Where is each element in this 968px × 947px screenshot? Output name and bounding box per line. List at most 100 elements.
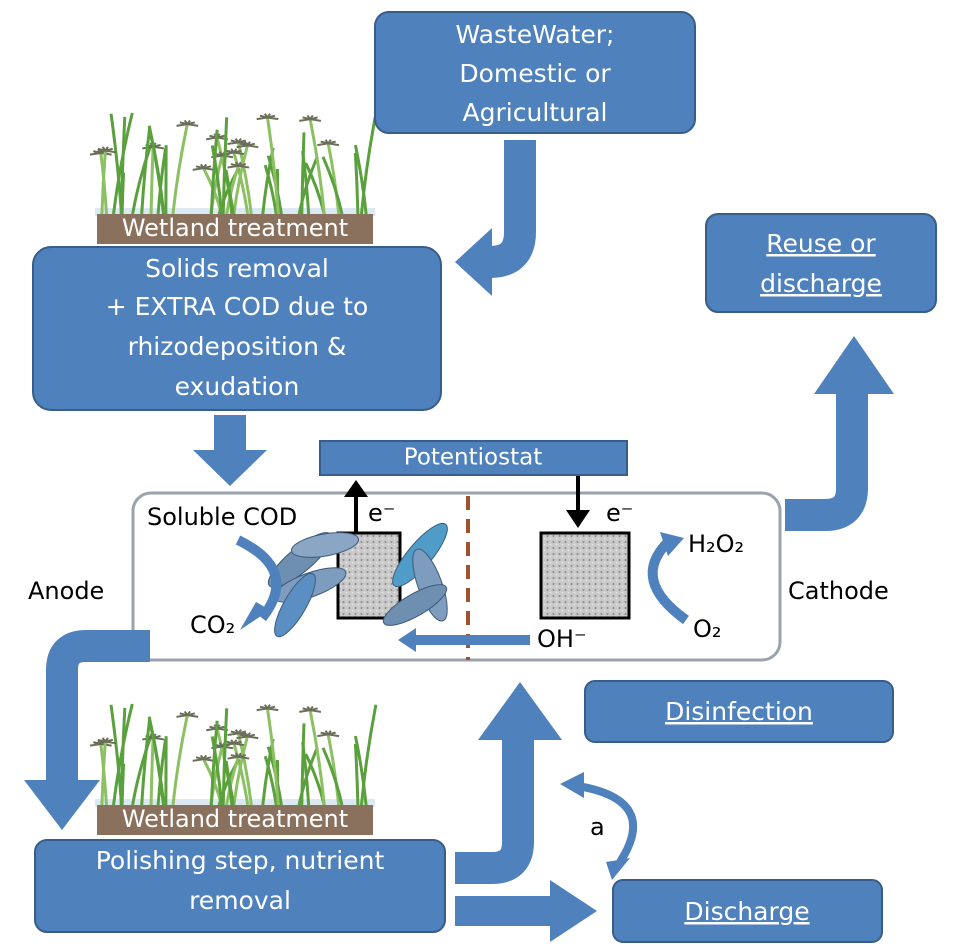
soil: [97, 214, 373, 244]
plant-part: [359, 113, 378, 215]
reuse-text[interactable]: Reuse or: [766, 229, 876, 258]
plant-part: [187, 123, 199, 127]
plant-part: [265, 708, 280, 806]
plant-part: [232, 152, 250, 215]
plant-part: [209, 129, 219, 215]
plant-part: [140, 718, 152, 806]
bacteria: [267, 522, 448, 638]
plant-part: [353, 144, 368, 215]
h2o2: H₂O₂: [688, 530, 744, 558]
arrowhead: [455, 228, 492, 296]
plant-part: [224, 169, 234, 215]
plant-part: [328, 142, 340, 147]
plant-part: [149, 146, 155, 215]
arrow: [214, 415, 246, 453]
arrow: [785, 392, 868, 531]
wetland-label: Wetland treatment: [122, 805, 348, 833]
plant-part: [297, 156, 319, 215]
solids-text: Solids removal: [145, 254, 329, 283]
plant-part: [265, 117, 280, 215]
wetland-label: Wetland treatment: [122, 214, 348, 242]
plant-part: [233, 151, 245, 156]
source-text: Agricultural: [463, 98, 608, 127]
plant-part: [131, 144, 153, 215]
arrowhead: [606, 858, 630, 880]
reuse-box: [705, 213, 937, 313]
arrowhead: [814, 336, 894, 394]
plant-part: [109, 113, 123, 215]
arrowhead: [24, 780, 100, 830]
plant-part: [105, 740, 117, 745]
source-text: WasteWater;: [456, 20, 615, 49]
plant-part: [140, 127, 152, 215]
option-label: a: [590, 813, 605, 841]
plant-part: [149, 737, 155, 806]
plant-part: [232, 743, 250, 806]
plant-part: [263, 755, 278, 806]
electron-label: e⁻: [606, 499, 633, 527]
plant-part: [187, 714, 199, 718]
plant-part: [156, 739, 168, 806]
reuse-text[interactable]: discharge: [760, 269, 882, 298]
potentiostat-label: Potentiostat: [404, 445, 542, 471]
source-text: Domestic or: [459, 59, 611, 88]
plant-part: [308, 709, 326, 806]
plants: [89, 703, 378, 807]
soluble-cod: Soluble COD: [147, 503, 297, 531]
discharge-label[interactable]: Discharge: [684, 897, 809, 926]
plant-part: [326, 143, 341, 215]
plant-part: [247, 144, 259, 149]
plant-part: [112, 112, 134, 215]
plant-part: [238, 164, 250, 169]
plant-part: [225, 165, 240, 215]
plant-part: [156, 148, 168, 215]
plant-part: [224, 760, 234, 806]
plant-part: [321, 747, 344, 806]
plant-part: [100, 150, 107, 215]
plant-part: [267, 707, 279, 712]
plant-part: [236, 732, 253, 806]
arrowhead: [193, 450, 267, 486]
potentiostat-box: [319, 440, 628, 476]
source-box: [374, 11, 696, 134]
plant-part: [147, 125, 166, 215]
electron-label: e⁻: [368, 499, 395, 527]
plant-part: [247, 735, 259, 740]
plant-part: [353, 743, 360, 806]
plant-part: [131, 735, 153, 806]
discharge-box: [612, 879, 883, 943]
oh: OH⁻: [537, 625, 587, 653]
anode-label: Anode: [28, 577, 104, 605]
co2: CO₂: [190, 611, 235, 639]
plant-part: [238, 755, 250, 760]
soil: [97, 805, 373, 835]
plant-part: [353, 735, 368, 806]
arrow: [577, 782, 638, 865]
plant-part: [112, 703, 134, 806]
plant-part: [225, 756, 240, 806]
plant-part: [100, 741, 107, 806]
plant-part: [209, 720, 219, 806]
arrow: [455, 738, 534, 884]
plant-part: [328, 733, 340, 738]
plant-part: [120, 172, 126, 215]
arrowhead: [566, 510, 590, 528]
plant-part: [321, 156, 344, 215]
plant-part: [297, 747, 319, 806]
plant-part: [232, 736, 249, 806]
disinfection-label[interactable]: Disinfection: [665, 697, 813, 726]
polishing-text: removal: [189, 886, 291, 915]
solids-box: [32, 246, 442, 411]
arrowhead: [398, 628, 416, 652]
plant-part: [267, 116, 279, 121]
plant-part: [232, 145, 249, 215]
plants: [89, 112, 378, 216]
plant-part: [109, 704, 123, 806]
arrow: [455, 896, 552, 926]
plant-part: [309, 118, 322, 122]
cathode-label: Cathode: [788, 577, 889, 605]
plant-part: [221, 117, 229, 215]
arrow: [647, 538, 689, 625]
solids-text: exudation: [175, 372, 300, 401]
